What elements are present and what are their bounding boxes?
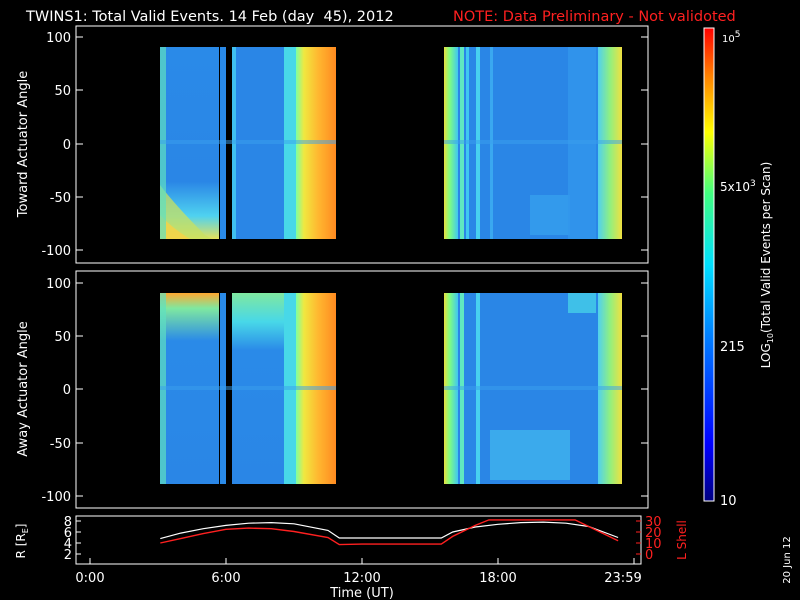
colorbar-title: LOG10(Total Valid Events per Scan) — [759, 162, 775, 369]
away-ylabel: Away Actuator Angle — [16, 321, 31, 456]
toward-ytick-100: 100 — [46, 31, 71, 46]
away-panel: 100 50 0 -50 -100 Away Actuator Angle — [16, 270, 649, 509]
orbit-lshell-series — [160, 519, 619, 546]
plot-title: TWINS1: Total Valid Events. 14 Feb (day … — [25, 9, 394, 25]
away-ytick-100: 100 — [46, 277, 71, 292]
xtick-0600: 6:00 — [211, 571, 240, 586]
colorbar-tick-max: 105 — [722, 30, 740, 45]
colorbar-title-base: LOG — [759, 343, 773, 368]
colorbar-tick-215: 215 — [720, 340, 745, 355]
toward-ytick-0: 0 — [63, 138, 71, 153]
colorbar-tick-max-mant: 10 — [722, 34, 735, 45]
toward-ytick-50: 50 — [54, 84, 71, 99]
r-ytick-6: 6 — [64, 526, 72, 541]
colorbar-tick-5e3: 5x103 — [720, 179, 756, 194]
xtick-1200: 12:00 — [343, 571, 380, 586]
orbit-r-series — [160, 521, 619, 540]
r-ylabel: R [RE] — [14, 524, 30, 559]
preliminary-note: NOTE: Data Preliminary - Not validoted — [453, 9, 736, 25]
xtick-0000: 0:00 — [75, 571, 104, 586]
xlabel-time: Time (UT) — [329, 586, 394, 600]
toward-ytick-neg50: -50 — [50, 191, 71, 206]
toward-ytick-neg100: -100 — [41, 244, 71, 259]
toward-heatmap — [160, 47, 622, 239]
colorbar-gradient — [703, 27, 715, 502]
toward-panel: 100 50 0 -50 -100 Toward Actuator Angle — [16, 25, 649, 264]
away-ytick-neg100: -100 — [41, 490, 71, 505]
away-ytick-neg50: -50 — [50, 437, 71, 452]
away-ytick-0: 0 — [63, 383, 71, 398]
colorbar-title-rest: (Total Valid Events per Scan) — [759, 162, 773, 333]
xtick-2359: 23:59 — [604, 571, 641, 586]
orbit-panel: 8 6 4 2 30 20 10 0 R [RE] L Shell 0:00 6… — [14, 515, 689, 600]
r-ylabel-sub: E — [21, 528, 30, 533]
colorbar-tick-5e3-exp: 3 — [750, 179, 756, 189]
r-ytick-2: 2 — [64, 548, 72, 563]
colorbar-tick-max-exp: 5 — [735, 30, 741, 40]
away-ytick-50: 50 — [54, 330, 71, 345]
colorbar-tick-10: 10 — [720, 494, 737, 509]
away-heatmap — [160, 293, 622, 484]
date-stamp: 20 Jun 12 — [782, 536, 793, 583]
toward-ylabel: Toward Actuator Angle — [16, 71, 31, 218]
l-ytick-10: 10 — [645, 537, 662, 552]
colorbar-title-sub: 10 — [766, 333, 775, 343]
l-ytick-0: 0 — [645, 548, 653, 563]
lshell-ylabel: L Shell — [675, 520, 689, 560]
xtick-1800: 18:00 — [479, 571, 516, 586]
r-ytick-8: 8 — [64, 515, 72, 530]
r-ytick-4: 4 — [64, 537, 72, 552]
colorbar: 105 5x103 215 10 LOG10(Total Valid Event… — [703, 27, 775, 509]
colorbar-tick-5e3-mant: 5x10 — [720, 180, 750, 194]
orbit-panel-frame — [75, 515, 642, 565]
l-ytick-30: 30 — [645, 515, 662, 530]
l-ytick-20: 20 — [645, 526, 662, 541]
